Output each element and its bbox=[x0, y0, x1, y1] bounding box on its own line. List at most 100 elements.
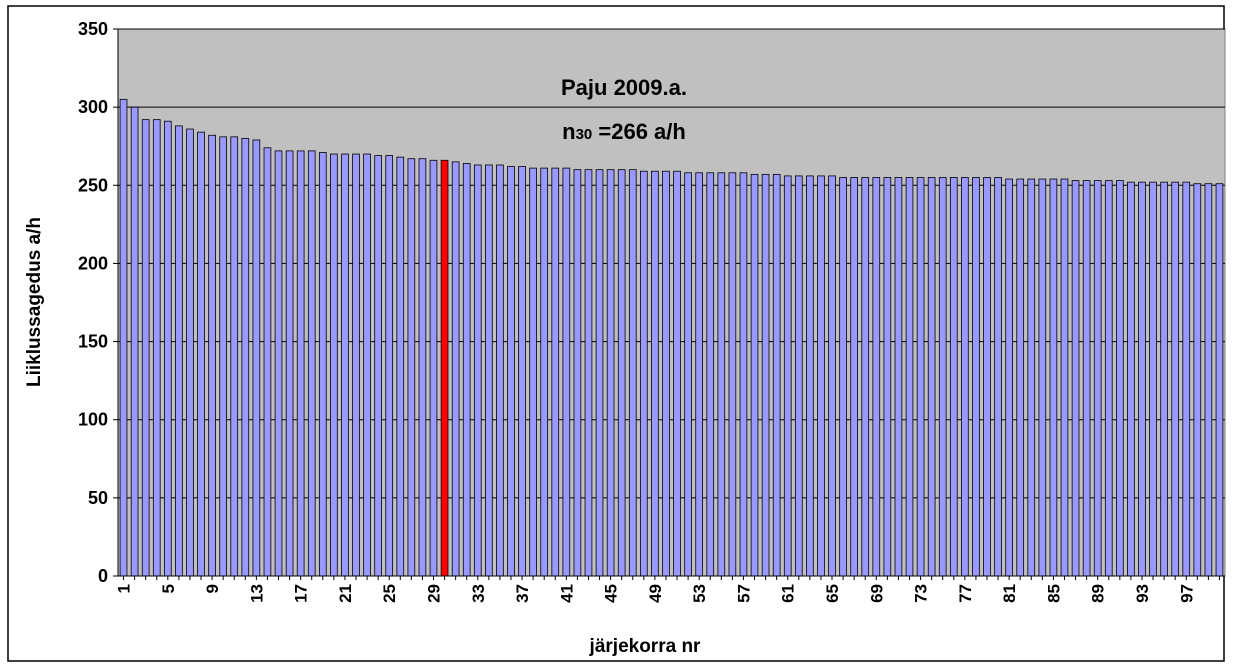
y-tick-label: 300 bbox=[78, 97, 108, 117]
bar bbox=[307, 150, 316, 577]
bar bbox=[684, 172, 692, 577]
x-tick-label: 53 bbox=[690, 584, 709, 603]
x-tick-label: 85 bbox=[1044, 584, 1063, 603]
bar bbox=[905, 177, 914, 577]
bar bbox=[573, 169, 582, 577]
bar bbox=[828, 175, 836, 577]
bar bbox=[197, 131, 205, 577]
bar bbox=[496, 164, 504, 577]
bar bbox=[1215, 183, 1224, 577]
bar bbox=[385, 155, 394, 577]
bar bbox=[783, 175, 792, 577]
y-tick-label: 150 bbox=[78, 332, 108, 352]
bar bbox=[352, 153, 360, 577]
bar bbox=[739, 172, 748, 577]
plot-area bbox=[117, 28, 1226, 577]
bar bbox=[175, 125, 183, 577]
bar bbox=[1005, 178, 1013, 577]
y-tick-label: 0 bbox=[98, 566, 108, 586]
bar bbox=[540, 167, 549, 577]
x-tick-label: 1 bbox=[115, 584, 134, 593]
bar bbox=[241, 137, 250, 577]
bar bbox=[529, 167, 537, 577]
bar bbox=[850, 177, 858, 577]
bar bbox=[872, 177, 881, 577]
x-tick-label: 97 bbox=[1177, 584, 1196, 603]
bar bbox=[1127, 181, 1135, 577]
bar bbox=[761, 173, 770, 577]
y-axis-title: Liiklussagedus a/h bbox=[24, 217, 45, 387]
bar bbox=[1160, 181, 1168, 577]
bar bbox=[728, 172, 737, 577]
bar bbox=[1182, 181, 1191, 577]
x-tick-label: 9 bbox=[203, 584, 222, 593]
y-tick-label: 100 bbox=[78, 410, 108, 430]
x-tick-label: 81 bbox=[1000, 584, 1019, 603]
bar bbox=[119, 98, 128, 577]
x-tick-label: 73 bbox=[912, 584, 931, 603]
bar bbox=[1060, 178, 1069, 577]
bar bbox=[1138, 181, 1146, 577]
bar bbox=[507, 166, 515, 577]
y-tick-label: 250 bbox=[78, 175, 108, 195]
annotation-subscript: 30 bbox=[576, 126, 593, 143]
x-tick-labels: 1 5 9 13 17 21 25 29 33 37 41 45 49 53 57 61 65 69 73 77 81 8… bbox=[115, 576, 1220, 603]
annotation-line-1: Paju 2009.a. bbox=[561, 75, 687, 100]
y-tick-label: 350 bbox=[78, 19, 108, 39]
bar bbox=[817, 175, 825, 577]
x-tick-label: 13 bbox=[247, 584, 266, 603]
bar bbox=[839, 177, 847, 577]
bar bbox=[363, 153, 371, 577]
bar bbox=[152, 119, 161, 577]
bar bbox=[1149, 181, 1157, 577]
x-tick-label: 37 bbox=[513, 584, 532, 603]
bar bbox=[1193, 183, 1202, 577]
bar bbox=[374, 155, 382, 577]
x-tick-label: 65 bbox=[823, 584, 842, 603]
bar bbox=[163, 120, 172, 577]
bar-highlighted bbox=[440, 159, 449, 577]
bar bbox=[772, 173, 781, 577]
x-tick-label: 17 bbox=[292, 584, 311, 603]
x-tick-label: 33 bbox=[469, 584, 488, 603]
bar bbox=[1027, 178, 1036, 577]
bar bbox=[407, 158, 416, 577]
y-tick-label: 200 bbox=[78, 253, 108, 273]
bar bbox=[695, 172, 704, 577]
bar bbox=[451, 161, 460, 577]
bar bbox=[1116, 180, 1124, 577]
bar bbox=[219, 136, 227, 577]
bar bbox=[462, 163, 471, 577]
bar bbox=[296, 150, 305, 577]
bar bbox=[252, 139, 261, 577]
bar bbox=[1204, 183, 1213, 577]
bar bbox=[606, 169, 615, 577]
bar bbox=[208, 134, 216, 577]
bar bbox=[1071, 180, 1080, 577]
bar bbox=[673, 170, 681, 577]
bar bbox=[473, 164, 482, 577]
bar bbox=[1104, 180, 1113, 577]
bar bbox=[949, 177, 958, 577]
bar bbox=[806, 175, 814, 577]
annotation-line-2: n30 =266 a/h bbox=[562, 119, 686, 144]
x-tick-label: 45 bbox=[602, 584, 621, 603]
x-tick-label: 93 bbox=[1133, 584, 1152, 603]
bar bbox=[341, 153, 349, 577]
bar bbox=[1038, 178, 1047, 577]
bar bbox=[230, 136, 239, 577]
bar bbox=[285, 150, 294, 577]
bar bbox=[551, 167, 560, 577]
x-tick-label: 25 bbox=[380, 584, 399, 603]
bar bbox=[628, 169, 637, 577]
x-axis-title: järjekorra nr bbox=[589, 636, 701, 657]
bar bbox=[429, 159, 438, 577]
bar bbox=[927, 177, 936, 577]
bar bbox=[318, 152, 327, 577]
bar bbox=[961, 177, 969, 577]
axes bbox=[117, 29, 1225, 577]
bar bbox=[485, 164, 493, 577]
bar bbox=[883, 177, 892, 577]
